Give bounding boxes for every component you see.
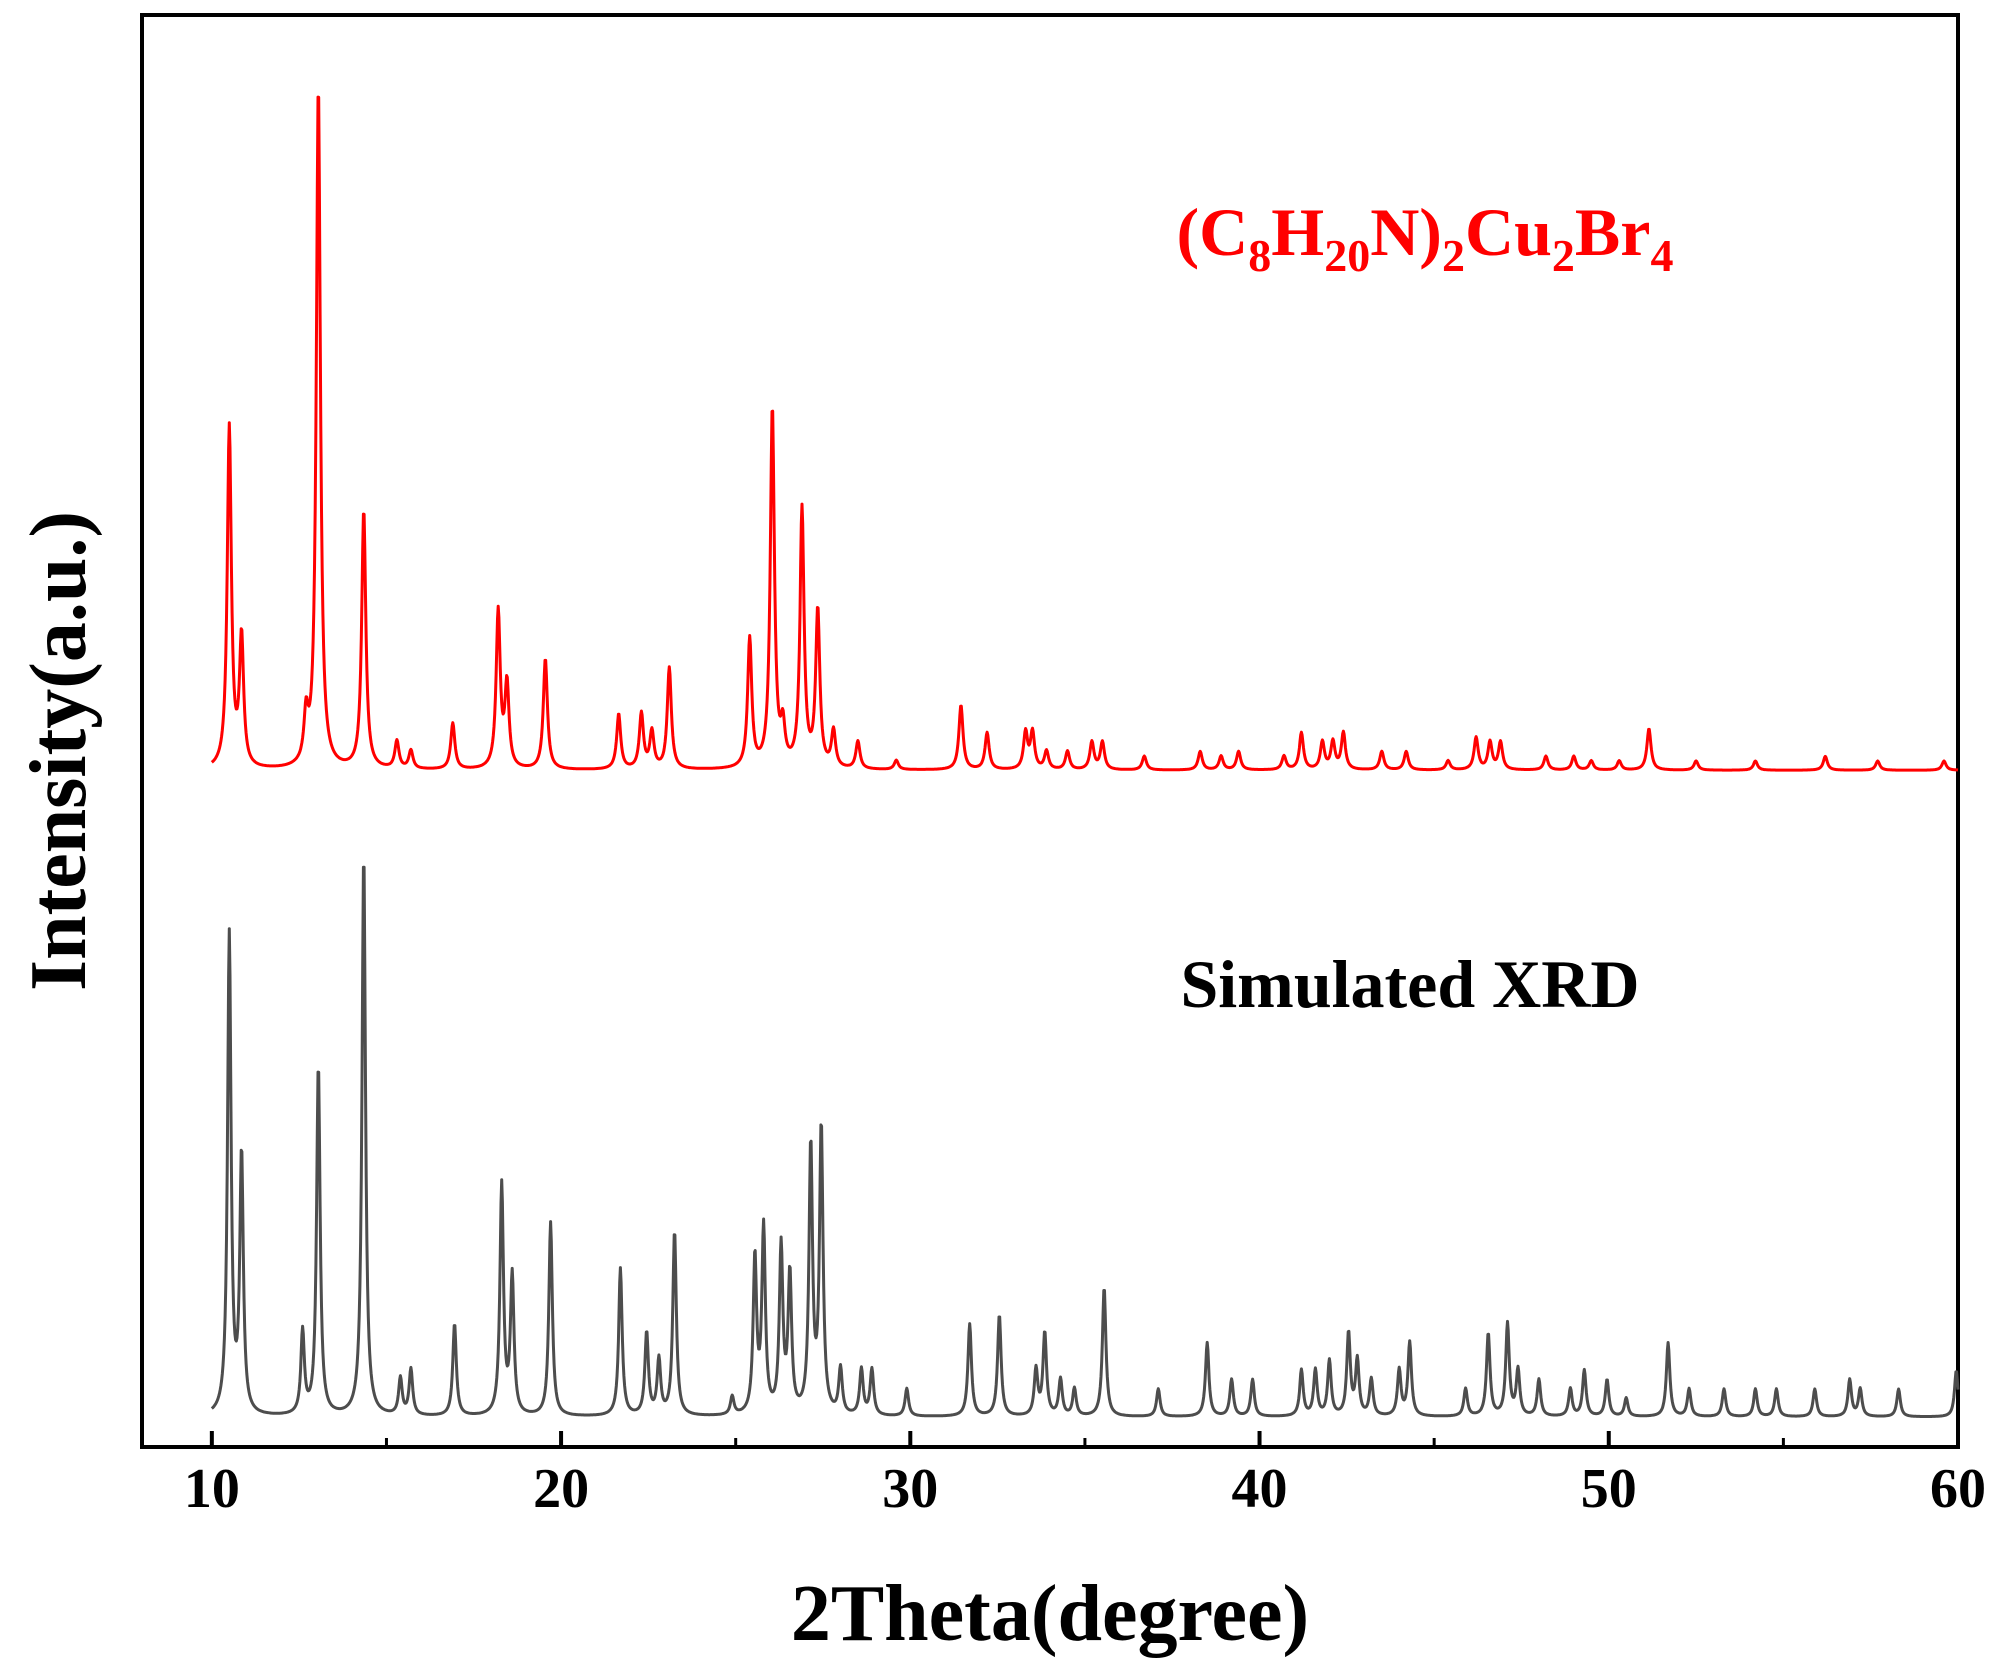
x-tick-label-30: 30 <box>882 1458 938 1520</box>
series-layer <box>210 95 1960 1418</box>
x-tick-label-40: 40 <box>1232 1458 1288 1520</box>
compound-label-part: Cu <box>1465 194 1552 270</box>
compound-label-subscript: 8 <box>1248 230 1271 281</box>
compound-label-part: (C <box>1177 194 1249 270</box>
compound-label-part: H <box>1271 194 1324 270</box>
series-label-compound: (C8H20N)2Cu2Br4 <box>1177 194 1674 281</box>
x-tick-label-60: 60 <box>1930 1458 1986 1520</box>
compound-label-part: N) <box>1370 194 1442 270</box>
x-axis-label: 2Theta(degree) <box>791 1570 1309 1658</box>
compound-label-subscript: 2 <box>1442 230 1465 281</box>
series-label-simulated: Simulated XRD <box>1180 946 1639 1022</box>
plot-frame <box>140 13 1960 1449</box>
compound-label-part: Br <box>1575 194 1651 270</box>
y-axis-label: Intensity(a.u.) <box>15 511 103 991</box>
x-axis: 10 20 30 40 50 60 <box>184 1431 1986 1520</box>
compound-label-subscript: 2 <box>1552 230 1575 281</box>
x-tick-label-20: 20 <box>533 1458 589 1520</box>
compound-label-subscript: 20 <box>1324 230 1370 281</box>
x-tick-label-50: 50 <box>1581 1458 1637 1520</box>
series-line-simulated <box>210 865 1960 1418</box>
compound-label-subscript: 4 <box>1650 230 1673 281</box>
x-tick-label-10: 10 <box>184 1458 240 1520</box>
series-line-compound <box>210 95 1959 772</box>
